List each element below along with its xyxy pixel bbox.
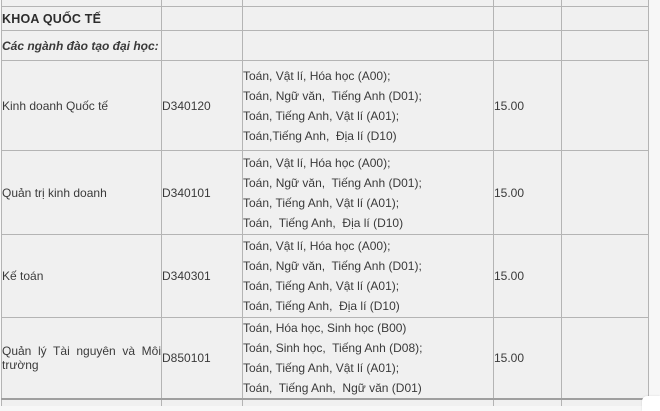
subject-combinations: Toán, Vật lí, Hóa học (A00); Toán, Ngữ v… [242,234,494,318]
subject-line: Toán, Tiếng Anh, Địa lí (D10) [243,215,404,230]
admission-score: 15.00 [493,234,562,318]
subject-line: Toán, Tiếng Anh, Ngữ văn (D01) [243,381,422,395]
subject-line: Toán, Tiếng Anh, Địa lí (D10) [243,299,400,313]
subject-line: Toán, Tiếng Anh, Vật lí (A01); [243,195,400,210]
subject-line: Toán, Ngữ văn, Tiếng Anh (D01); [243,259,422,273]
empty-cell [561,234,649,318]
subject-line: Toán, Sinh học, Tiếng Anh (D08); [243,341,423,355]
subject-line: Toán, Vật lí, Hóa học (A00); [243,68,391,83]
empty-cell [242,6,494,31]
empty-cell [561,30,649,61]
empty-cell [161,6,243,31]
major-code: D340301 [161,234,243,318]
empty-cell [561,317,649,400]
major-code: D850101 [161,317,243,400]
subject-line: Toán, Tiếng Anh, Vật lí (A01); [243,279,400,293]
empty-cell [493,398,562,406]
subject-line: Toán, Ngữ văn, Tiếng Anh (D01); [243,88,422,103]
empty-cell [242,30,494,61]
major-code: D340120 [161,60,243,151]
subject-combinations: Toán, Vật lí, Hóa học (A00); Toán, Ngữ v… [242,150,494,235]
floating-corner-element [642,396,660,411]
subsection-header-row: Các ngành đào tạo đại học: [1,30,649,61]
subject-combinations: Toán, Vật lí, Hóa học (A00); Toán, Ngữ v… [242,60,494,151]
empty-cell [561,150,649,235]
major-code: D340101 [161,150,243,235]
table-row: Quản lý Tài nguyên và Môi trường D850101… [1,317,649,400]
empty-cell [493,6,562,31]
admission-score: 15.00 [493,317,562,400]
major-name: Quản lý Tài nguyên và Môi trường [1,317,162,400]
empty-cell [161,30,243,61]
table-row: Kế toán D340301 Toán, Vật lí, Hóa học (A… [1,234,649,318]
subsection-header: Các ngành đào tạo đại học: [1,30,162,61]
subject-line: Toán, Tiếng Anh, Vật lí (A01); [243,361,400,375]
subject-line: Toán, Vật lí, Hóa học (A00); [243,155,391,170]
admissions-table: KHOA QUỐC TẾ Các ngành đào tạo đại học: … [1,0,649,406]
admission-score: 15.00 [493,150,562,235]
empty-cell [561,60,649,151]
table-row: Kinh doanh Quốc tế D340120 Toán, Vật lí,… [1,60,649,151]
section-header: KHOA QUỐC TẾ [1,6,162,31]
empty-cell [561,6,649,31]
subject-line: Toán, Tiếng Anh, Vật lí (A01); [243,108,400,123]
empty-cell [493,30,562,61]
subject-line: Toán, Vật lí, Hóa học (A00); [243,239,391,253]
subject-line: Toán, Hóa học, Sinh học (B00) [243,321,407,335]
empty-cell [242,398,494,406]
table-row-partial-bottom [1,398,649,406]
empty-cell [1,398,162,406]
major-name: Kinh doanh Quốc tế [1,60,162,151]
subject-combinations: Toán, Hóa học, Sinh học (B00) Toán, Sinh… [242,317,494,400]
subject-line: Toán, Ngữ văn, Tiếng Anh (D01); [243,175,422,190]
admission-score: 15.00 [493,60,562,151]
table-row: Quản trị kinh doanh D340101 Toán, Vật lí… [1,150,649,235]
empty-cell [161,398,243,406]
subject-line: Toán,Tiếng Anh, Địa lí (D10) [243,128,397,143]
major-name: Kế toán [1,234,162,318]
section-header-row: KHOA QUỐC TẾ [1,6,649,31]
empty-cell [561,398,649,406]
major-name: Quản trị kinh doanh [1,150,162,235]
